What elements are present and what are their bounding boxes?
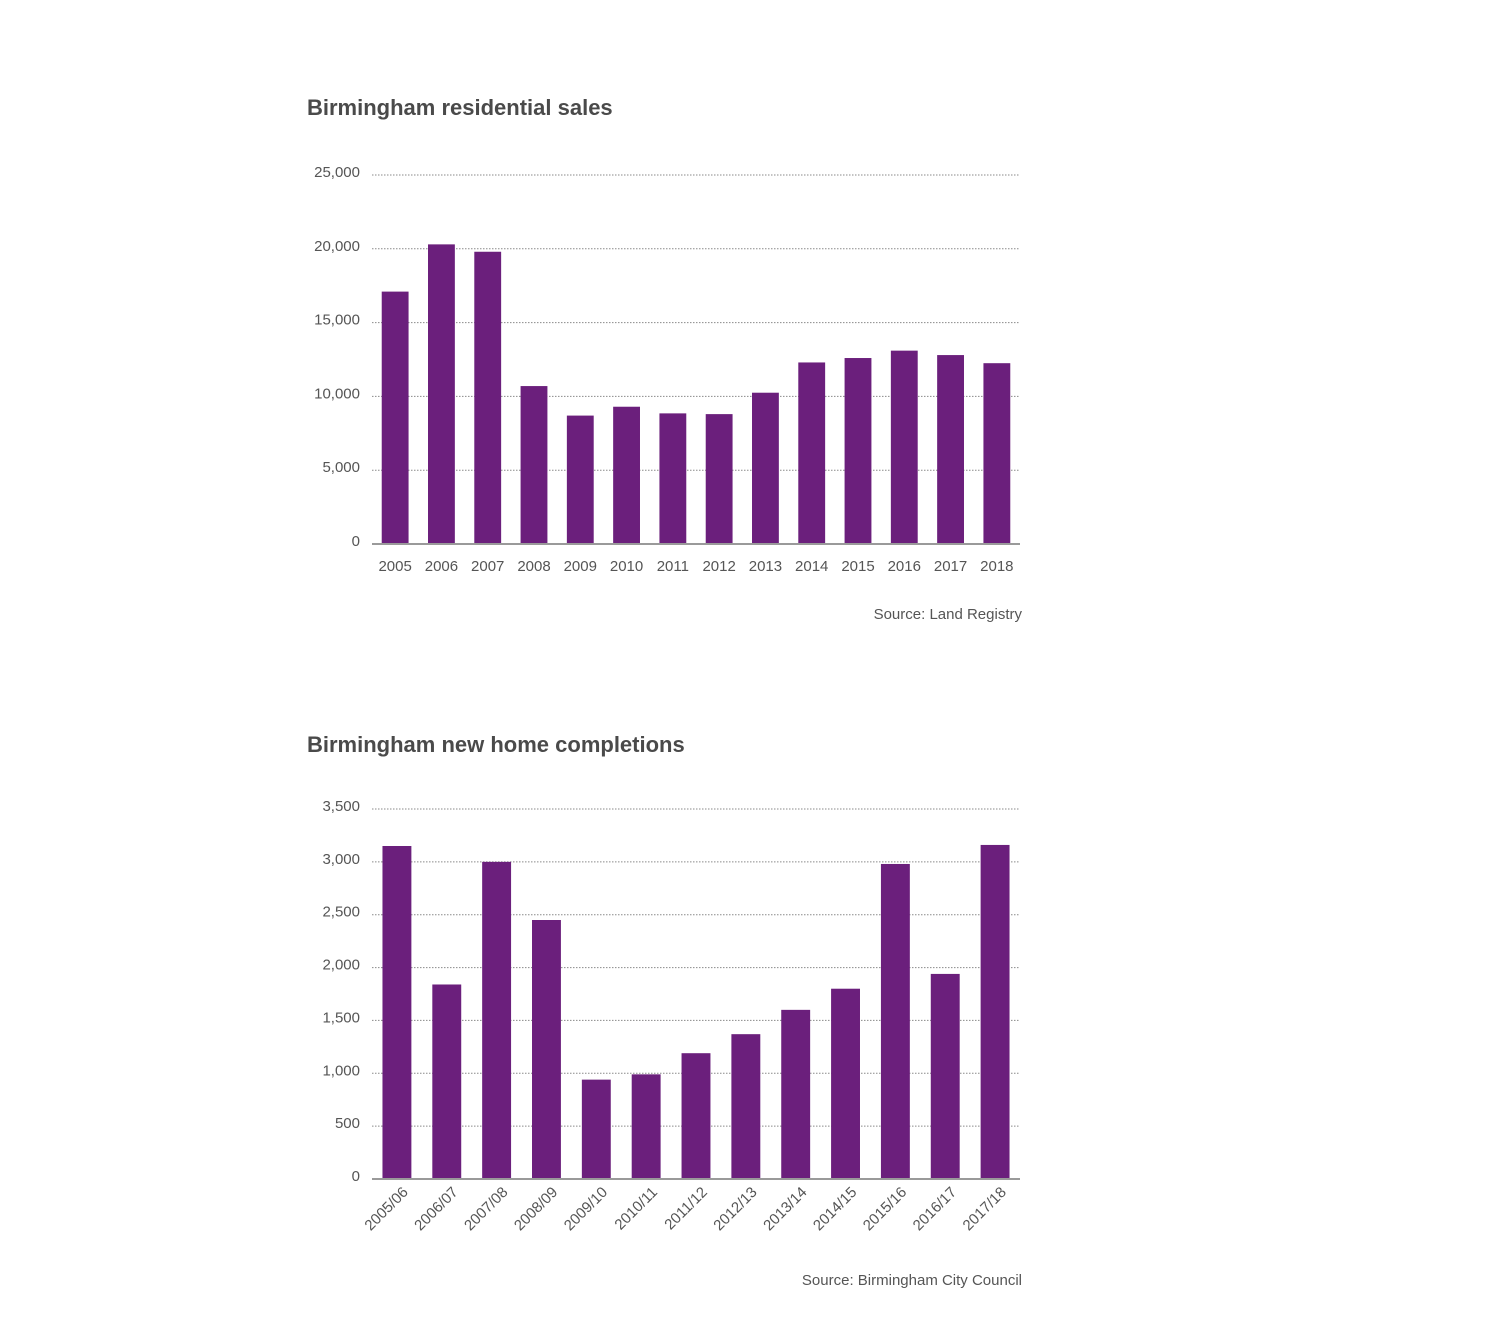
chart-source: Source: Birmingham City Council (801, 1272, 1022, 1289)
chart-source: Source: Land Registry (873, 606, 1022, 623)
bar (566, 415, 594, 544)
x-tick-label: 2007 (471, 558, 504, 575)
bar (844, 358, 872, 544)
bar (474, 251, 502, 544)
x-tick-label: 2006/07 (411, 1184, 461, 1234)
y-tick-label: 3,500 (322, 798, 360, 815)
x-tick-label: 2014/15 (810, 1184, 860, 1234)
x-tick-label: 2012 (702, 558, 735, 575)
x-tick-label: 2016/17 (910, 1184, 960, 1234)
bar (631, 1074, 661, 1179)
bar (705, 414, 733, 544)
new-home-completions-chart: Birmingham new home completions 0 500 1,00… (0, 660, 1500, 1332)
x-tick-label: 2011/12 (661, 1184, 711, 1234)
bar (752, 392, 779, 544)
x-tick-label: 2015 (841, 558, 874, 575)
bar (798, 362, 826, 544)
bar (890, 350, 918, 544)
residential-sales-chart: Birmingham residential sales 0 5,000 10,00… (0, 0, 1500, 650)
bar (482, 861, 512, 1179)
bar (731, 1034, 761, 1179)
bar (432, 984, 462, 1179)
x-tick-label: 2017/18 (960, 1184, 1010, 1234)
y-tick-label: 20,000 (314, 238, 360, 255)
bar (781, 1009, 811, 1179)
bar (532, 920, 561, 1179)
x-tick-label: 2006 (425, 558, 458, 575)
bar (428, 244, 455, 544)
bar (659, 413, 687, 544)
x-tick-label: 2016 (888, 558, 921, 575)
bar (937, 355, 964, 544)
y-tick-label: 3,000 (322, 851, 360, 868)
y-tick-label: 0 (352, 533, 360, 550)
y-tick-label: 1,500 (322, 1009, 360, 1026)
x-tick-label: 2017 (934, 558, 967, 575)
x-tick-label: 2011 (657, 558, 689, 575)
x-tick-label: 2013/14 (760, 1184, 810, 1234)
x-tick-label: 2008/09 (511, 1184, 561, 1234)
x-tick-label: 2005 (378, 558, 411, 575)
bar (381, 291, 409, 544)
x-tick-label: 2018 (980, 558, 1013, 575)
y-tick-label: 500 (335, 1115, 360, 1132)
bar (980, 844, 1010, 1179)
x-tick-label: 2005/06 (361, 1184, 411, 1234)
y-tick-label: 2,500 (322, 904, 360, 921)
x-tick-label: 2013 (749, 558, 782, 575)
x-tick-label: 2010 (610, 558, 643, 575)
x-tick-label: 2010/11 (611, 1184, 661, 1234)
bar (930, 973, 960, 1179)
bar (880, 863, 910, 1179)
y-tick-label: 15,000 (314, 312, 360, 329)
x-tick-label: 2007/08 (461, 1184, 511, 1234)
bar (681, 1053, 711, 1179)
y-tick-label: 10,000 (314, 385, 360, 402)
new-home-completions-plot: 0 500 1,000 1,500 2,000 2,500 3,000 3,500 2005/0… (322, 798, 1020, 1234)
bar (382, 846, 412, 1179)
x-tick-label: 2015/16 (860, 1184, 910, 1234)
bar (831, 988, 860, 1179)
y-tick-label: 1,000 (322, 1062, 360, 1079)
x-tick-label: 2014 (795, 558, 828, 575)
y-tick-label: 5,000 (322, 459, 360, 476)
bar (520, 386, 548, 544)
chart-title: Birmingham residential sales (307, 95, 613, 120)
x-tick-label: 2009/10 (561, 1184, 611, 1234)
x-tick-label: 2012/13 (710, 1184, 760, 1234)
bar (613, 406, 640, 544)
y-tick-label: 25,000 (314, 164, 360, 181)
bar (983, 363, 1011, 544)
y-tick-label: 0 (352, 1168, 360, 1185)
chart-title: Birmingham new home completions (307, 732, 685, 757)
residential-sales-plot: 0 5,000 10,000 15,000 20,000 25,000 2005 2006 20… (314, 164, 1020, 575)
bar (581, 1079, 611, 1179)
y-tick-label: 2,000 (322, 957, 360, 974)
x-tick-label: 2008 (517, 558, 550, 575)
x-tick-label: 2009 (564, 558, 597, 575)
